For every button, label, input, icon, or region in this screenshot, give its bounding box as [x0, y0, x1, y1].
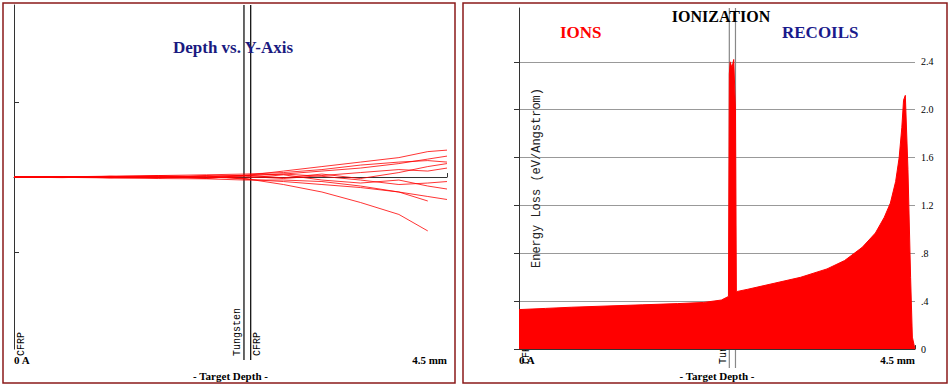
svg-text:.8: .8: [921, 248, 929, 259]
svg-text:1.2: 1.2: [921, 200, 934, 211]
svg-text:4.5 mm: 4.5 mm: [412, 354, 447, 366]
svg-text:0: 0: [921, 344, 926, 355]
svg-text:.4: .4: [921, 296, 929, 307]
svg-text:Energy Loss (eV/Angstrom): Energy Loss (eV/Angstrom): [530, 88, 544, 268]
svg-text:IONS: IONS: [560, 23, 602, 42]
svg-text:0 A: 0 A: [519, 354, 535, 366]
svg-text:RECOILS: RECOILS: [782, 23, 859, 42]
svg-text:IONIZATION: IONIZATION: [672, 8, 771, 25]
svg-text:- Target Depth -: - Target Depth -: [680, 370, 755, 382]
svg-text:CFRP: CFRP: [252, 332, 263, 356]
svg-text:CFRP: CFRP: [16, 332, 27, 356]
svg-text:1.6: 1.6: [921, 152, 934, 163]
svg-text:2.4: 2.4: [921, 56, 934, 67]
svg-text:4.5 mm: 4.5 mm: [880, 354, 915, 366]
svg-text:Tungsten: Tungsten: [232, 308, 243, 356]
svg-text:2.0: 2.0: [921, 104, 934, 115]
svg-text:- Target Depth -: - Target Depth -: [193, 370, 268, 382]
svg-text:0 A: 0 A: [14, 354, 30, 366]
svg-text:Depth vs. Y-Axis: Depth vs. Y-Axis: [173, 38, 294, 57]
